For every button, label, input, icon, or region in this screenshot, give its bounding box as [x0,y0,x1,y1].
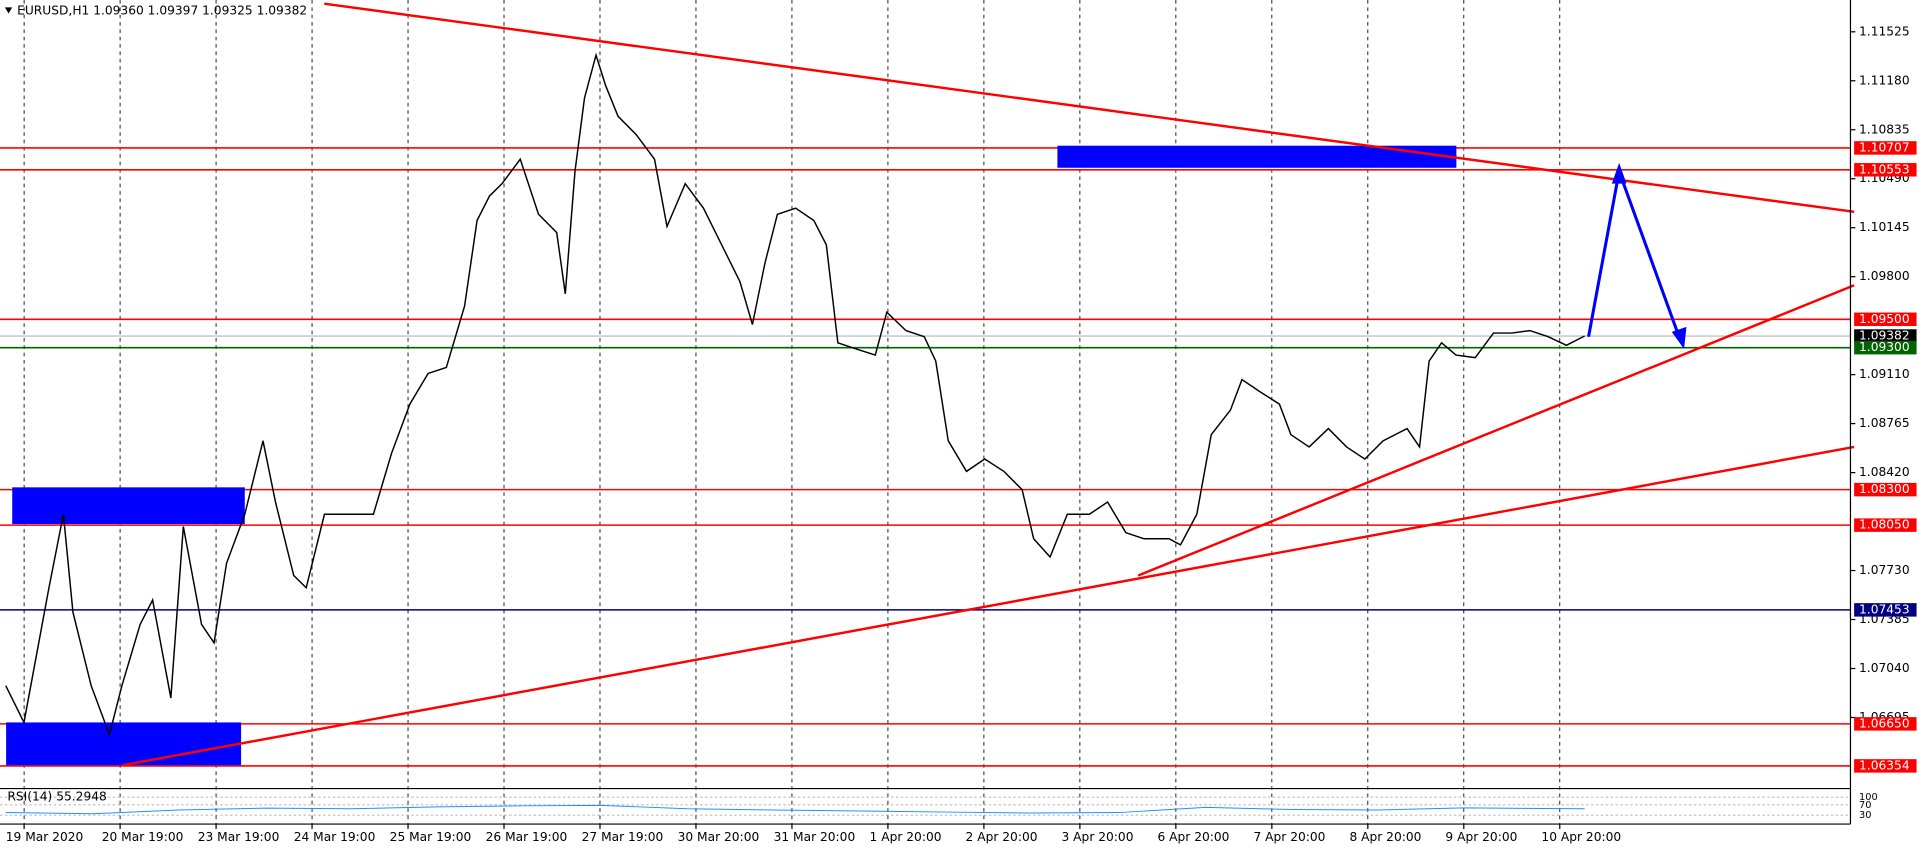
level-label-box [1854,759,1917,773]
x-tick-label: 24 Mar 19:00 [294,830,376,844]
level-label-box [1854,717,1917,731]
trendline [1137,284,1855,577]
level-label-box [1854,141,1917,155]
zone [6,722,242,766]
rsi-tick-label: 30 [1859,810,1871,821]
x-tick-label: 10 Apr 20:00 [1541,830,1621,844]
level-label-box [1854,312,1917,327]
x-tick-label: 9 Apr 20:00 [1445,830,1517,844]
zone [1057,145,1457,168]
level-label: 1.09382 [1859,329,1910,343]
arrow-head [1611,162,1627,184]
y-tick-label: 1.07730 [1859,563,1910,577]
level-label-box [1854,482,1917,497]
price-line [5,52,1585,738]
y-tick-label: 1.07040 [1859,661,1910,675]
y-tick-label: 1.11180 [1859,73,1910,87]
rsi-tick-label: 100 [1859,792,1878,803]
y-tick-label: 1.08765 [1859,416,1910,430]
axes: 19 Mar 2020 20 Mar 19:00 23 Mar 19:00 24 Ma… [6,24,1917,844]
trendline [122,445,1855,767]
level-label: 1.06354 [1859,758,1910,772]
x-tick-label: 25 Mar 19:00 [390,830,472,844]
level-label-box [1854,163,1917,177]
x-tick-label: 23 Mar 19:00 [198,830,280,844]
y-tick-label: 1.10145 [1859,220,1910,234]
level-label: 1.06650 [1859,716,1910,730]
x-tick-label: 7 Apr 20:00 [1253,830,1325,844]
price-layer [5,52,1585,815]
menu-icon[interactable] [4,7,13,14]
rsi-title: RSI(14) 55.2948 [7,790,106,804]
level-label-box [1854,340,1917,355]
zone [12,487,245,525]
trendline [324,2,1855,214]
grid [0,0,1851,825]
x-tick-label: 3 Apr 20:00 [1062,830,1134,844]
level-label: 1.07453 [1859,602,1910,616]
x-tick-label: 1 Apr 20:00 [870,830,942,844]
x-tick-label: 19 Mar 2020 [6,830,84,844]
y-tick-label: 1.11525 [1859,24,1910,38]
level-label: 1.08300 [1859,482,1910,496]
level-label: 1.10707 [1859,140,1910,154]
level-label-box [1854,518,1917,532]
chart-title: EURUSD,H1 1.09360 1.09397 1.09325 1.0938… [17,4,307,18]
x-tick-label: 20 Mar 19:00 [102,830,184,844]
x-tick-label: 26 Mar 19:00 [486,830,568,844]
level-label-box [1854,329,1917,343]
level-label: 1.09500 [1859,312,1910,326]
level-label: 1.10553 [1859,162,1910,176]
level-label-box [1854,603,1917,617]
levels [0,147,1851,767]
arrow-head [1671,326,1687,349]
level-label: 1.09300 [1859,340,1910,354]
y-tick-label: 1.09800 [1859,269,1910,283]
x-tick-label: 30 Mar 20:00 [678,830,760,844]
y-tick-label: 1.08420 [1859,465,1910,479]
level-label: 1.08050 [1859,518,1910,532]
x-tick-label: 31 Mar 20:00 [774,830,856,844]
x-tick-label: 2 Apr 20:00 [966,830,1038,844]
x-tick-label: 8 Apr 20:00 [1349,830,1421,844]
y-tick-label: 1.10835 [1859,122,1910,136]
rsi-tick-label: 70 [1859,800,1871,811]
x-tick-label: 6 Apr 20:00 [1158,830,1230,844]
y-tick-label: 1.09110 [1859,367,1910,381]
x-tick-label: 27 Mar 19:00 [582,830,664,844]
rsi-line [5,804,1585,815]
